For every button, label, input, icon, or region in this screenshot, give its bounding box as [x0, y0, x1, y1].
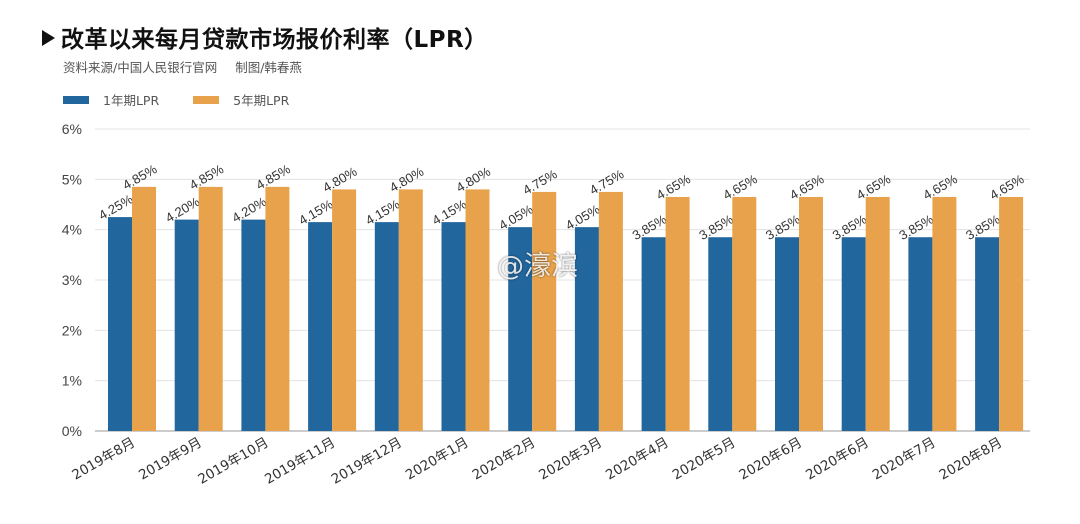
bar-5y	[132, 186, 156, 431]
watermark: @濠滨	[497, 251, 578, 282]
legend-swatch-1y	[63, 95, 89, 104]
legend: 1年期LPR 5年期LPR	[63, 90, 289, 109]
legend-swatch-5y	[193, 95, 220, 104]
title-text: 改革以来每月贷款市场报价利率（LPR）	[61, 27, 488, 53]
bar-1y	[975, 237, 1000, 431]
y-tick-label: 4%	[62, 222, 82, 238]
bar-5y	[265, 186, 290, 431]
x-tick-label: 2019年10月	[195, 435, 271, 488]
bar-5y	[598, 191, 623, 431]
source-text: 资料来源/中国人民银行官网	[63, 60, 218, 75]
bar-1y	[241, 219, 266, 431]
bar-1y	[708, 237, 733, 431]
x-tick-label: 2020年3月	[536, 435, 605, 484]
legend-item-5y: 5年期LPR	[193, 90, 289, 109]
bar-5y	[799, 196, 823, 431]
x-tick-label: 2019年11月	[262, 435, 338, 488]
x-tick-label: 2020年7月	[870, 435, 939, 484]
bar-5y	[465, 189, 490, 431]
bar-1y	[108, 217, 132, 431]
x-tick-label: 2019年9月	[136, 435, 205, 484]
x-tick-label: 2020年6月	[803, 435, 872, 484]
x-tick-label: 2019年8月	[69, 435, 138, 484]
x-tick-label: 2019年12月	[329, 435, 405, 488]
y-tick-label: 0%	[62, 423, 82, 439]
y-tick-label: 1%	[62, 373, 82, 389]
bar-1y	[174, 219, 199, 431]
x-tick-label: 2020年1月	[403, 435, 472, 484]
legend-item-1y: 1年期LPR	[63, 90, 159, 109]
x-tick-label: 2020年5月	[670, 435, 739, 484]
x-tick-label: 2020年6月	[736, 435, 805, 484]
bar-1y	[374, 222, 399, 431]
y-tick-label: 5%	[62, 171, 82, 187]
legend-label-5y: 5年期LPR	[233, 93, 290, 108]
y-tick-label: 3%	[62, 272, 82, 288]
chart-title: 改革以来每月贷款市场报价利率（LPR）	[42, 20, 488, 54]
credit-text: 制图/韩春燕	[235, 60, 302, 75]
chart-subtitle: 资料来源/中国人民银行官网 制图/韩春燕	[63, 57, 302, 76]
legend-label-1y: 1年期LPR	[103, 93, 160, 108]
bar-5y	[999, 196, 1024, 431]
bar-1y	[641, 237, 666, 431]
bar-5y	[532, 191, 557, 431]
bar-1y	[308, 222, 333, 431]
triangle-bullet-icon	[42, 30, 55, 46]
bar-1y	[441, 222, 466, 431]
y-tick-label: 6%	[62, 121, 82, 137]
bar-5y	[198, 186, 223, 431]
bar-5y	[665, 196, 690, 431]
x-tick-label: 2020年2月	[470, 435, 539, 484]
bar-1y	[574, 227, 599, 431]
x-tick-label: 2020年8月	[937, 435, 1006, 484]
bar-5y	[865, 196, 890, 431]
bar-1y	[775, 237, 799, 431]
y-tick-label: 2%	[62, 322, 82, 338]
bar-5y	[932, 196, 957, 431]
bar-5y	[398, 189, 423, 431]
bar-5y	[332, 189, 357, 431]
bar-1y	[841, 237, 866, 431]
bar-1y	[908, 237, 933, 431]
bar-1y	[508, 227, 533, 431]
x-tick-label: 2020年4月	[603, 435, 672, 484]
bar-5y	[732, 196, 757, 431]
